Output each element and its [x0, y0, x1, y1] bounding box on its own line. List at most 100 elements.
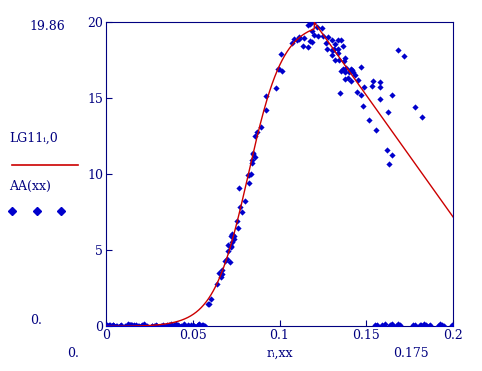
Point [121, 323, 129, 329]
Point [262, 93, 270, 99]
Point [308, 39, 316, 45]
Point [384, 109, 391, 115]
Point [310, 19, 318, 25]
Point [388, 322, 396, 328]
Point [195, 322, 202, 328]
Point [109, 322, 117, 328]
Point [365, 117, 373, 123]
Point [225, 249, 232, 255]
Point [200, 323, 208, 329]
Point [295, 36, 303, 42]
Point [335, 57, 343, 63]
Point [334, 50, 342, 56]
Point [215, 270, 223, 276]
Point [140, 322, 148, 328]
Point [334, 46, 342, 52]
Point [359, 103, 367, 109]
Point [330, 46, 338, 52]
Point [112, 323, 120, 329]
Point [140, 321, 147, 327]
Point [308, 19, 315, 25]
Point [128, 323, 136, 329]
Point [125, 322, 133, 328]
Point [411, 105, 419, 111]
Point [204, 301, 212, 306]
Point [106, 322, 113, 328]
Point [162, 323, 170, 329]
Point [135, 323, 143, 329]
Point [109, 322, 117, 328]
Point [344, 75, 352, 81]
Point [307, 38, 314, 44]
Point [440, 323, 448, 329]
Point [241, 198, 249, 204]
Point [163, 322, 171, 328]
Point [247, 171, 255, 177]
Point [252, 133, 259, 139]
Text: AA(xx): AA(xx) [9, 180, 51, 193]
Point [381, 321, 389, 327]
Point [304, 22, 311, 28]
Point [249, 151, 257, 157]
Point [148, 324, 156, 329]
Point [180, 323, 188, 329]
Point [426, 322, 434, 328]
Point [318, 25, 326, 31]
Point [392, 323, 400, 329]
Point [153, 323, 161, 329]
Point [274, 66, 282, 72]
Point [158, 324, 166, 329]
Point [336, 90, 344, 96]
Point [187, 322, 194, 328]
Point [103, 322, 111, 328]
Point [375, 79, 383, 85]
Point [253, 129, 261, 135]
Point [223, 256, 230, 262]
Point [319, 33, 326, 39]
Point [373, 127, 380, 133]
Point [435, 323, 442, 329]
Point [117, 323, 124, 329]
Point [313, 24, 321, 30]
Point [109, 323, 117, 329]
Point [227, 243, 235, 249]
Point [353, 89, 361, 95]
Point [396, 322, 403, 328]
Point [436, 321, 444, 327]
Point [127, 322, 135, 328]
Point [295, 34, 303, 40]
Point [143, 324, 151, 329]
Point [293, 37, 300, 43]
Point [349, 69, 357, 75]
Point [116, 323, 124, 329]
Point [417, 322, 425, 328]
Point [385, 161, 393, 167]
Point [163, 324, 171, 329]
Point [418, 114, 426, 119]
Point [175, 323, 183, 329]
Point [436, 323, 444, 329]
Point [368, 82, 375, 88]
Point [230, 233, 238, 239]
Point [190, 323, 198, 329]
Point [360, 84, 368, 90]
Point [388, 152, 396, 158]
Point [174, 323, 182, 329]
Point [341, 69, 348, 75]
Point [328, 52, 336, 58]
Point [334, 37, 342, 43]
Point [132, 322, 140, 328]
Point [300, 35, 308, 41]
Point [171, 322, 179, 328]
Point [195, 323, 202, 329]
Point [376, 96, 384, 102]
Point [388, 321, 396, 327]
Point [172, 321, 180, 327]
Point [357, 65, 364, 70]
Point [337, 37, 345, 43]
Point [386, 322, 394, 328]
Point [167, 321, 174, 327]
Point [337, 68, 345, 74]
Point [126, 322, 134, 328]
Point [314, 33, 322, 39]
